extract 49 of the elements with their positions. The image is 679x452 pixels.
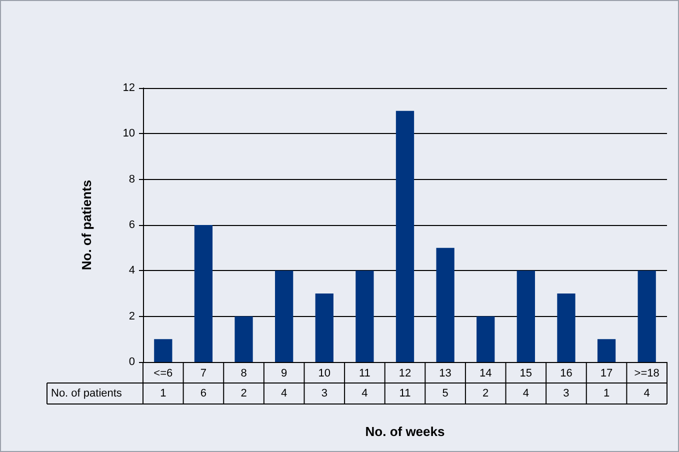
data-label: 2 bbox=[240, 388, 247, 400]
data-label: 1 bbox=[603, 388, 610, 400]
x-tick-label: 12 bbox=[398, 368, 412, 380]
data-label: 3 bbox=[321, 388, 328, 400]
y-tick-label: 6 bbox=[128, 219, 135, 231]
data-label: 1 bbox=[160, 388, 166, 400]
data-label: 6 bbox=[200, 388, 207, 400]
x-tick-label: 10 bbox=[318, 368, 331, 380]
text: No. of patients bbox=[51, 388, 122, 400]
x-tick-label: 13 bbox=[439, 368, 452, 380]
x-tick-label: 16 bbox=[560, 368, 572, 380]
bar bbox=[516, 270, 535, 362]
y-tick-label: 10 bbox=[122, 128, 135, 140]
data-label: 4 bbox=[362, 388, 368, 400]
y-tick-label: 8 bbox=[128, 173, 135, 186]
bar bbox=[597, 339, 616, 362]
bar bbox=[356, 270, 374, 362]
x-axis-title: No. of weeks bbox=[365, 424, 445, 439]
bar bbox=[154, 339, 172, 362]
x-tick-label: 7 bbox=[200, 368, 207, 380]
data-label: 11 bbox=[399, 388, 411, 400]
bar bbox=[638, 270, 656, 362]
bar bbox=[194, 225, 213, 362]
x-tick-label: <=6 bbox=[154, 368, 173, 380]
data-label: 4 bbox=[281, 388, 288, 400]
y-tick-label: 0 bbox=[128, 356, 135, 368]
x-tick-label: 8 bbox=[240, 368, 247, 380]
x-tick-label: 17 bbox=[600, 368, 613, 380]
bar bbox=[315, 294, 334, 362]
y-axis-title: No. of patients bbox=[79, 180, 94, 270]
data-label: 4 bbox=[644, 388, 650, 400]
data-label: 4 bbox=[522, 388, 529, 400]
data-label: 2 bbox=[482, 388, 489, 400]
x-tick-label: 9 bbox=[281, 368, 288, 380]
x-tick-label: >=18 bbox=[634, 368, 660, 380]
x-tick-label: 14 bbox=[479, 368, 492, 380]
x-tick-label: 11 bbox=[358, 368, 370, 380]
bar bbox=[396, 110, 414, 362]
data-label: 5 bbox=[442, 388, 448, 400]
y-tick-label: 2 bbox=[128, 310, 135, 322]
bar bbox=[275, 270, 294, 362]
data-label: 3 bbox=[563, 388, 570, 400]
bar bbox=[557, 294, 576, 362]
bar bbox=[234, 316, 253, 362]
x-tick-label: 15 bbox=[520, 368, 532, 380]
y-tick-label: 4 bbox=[128, 264, 135, 277]
bar bbox=[436, 248, 454, 362]
bar bbox=[476, 316, 495, 362]
y-tick-label: 12 bbox=[122, 82, 135, 94]
